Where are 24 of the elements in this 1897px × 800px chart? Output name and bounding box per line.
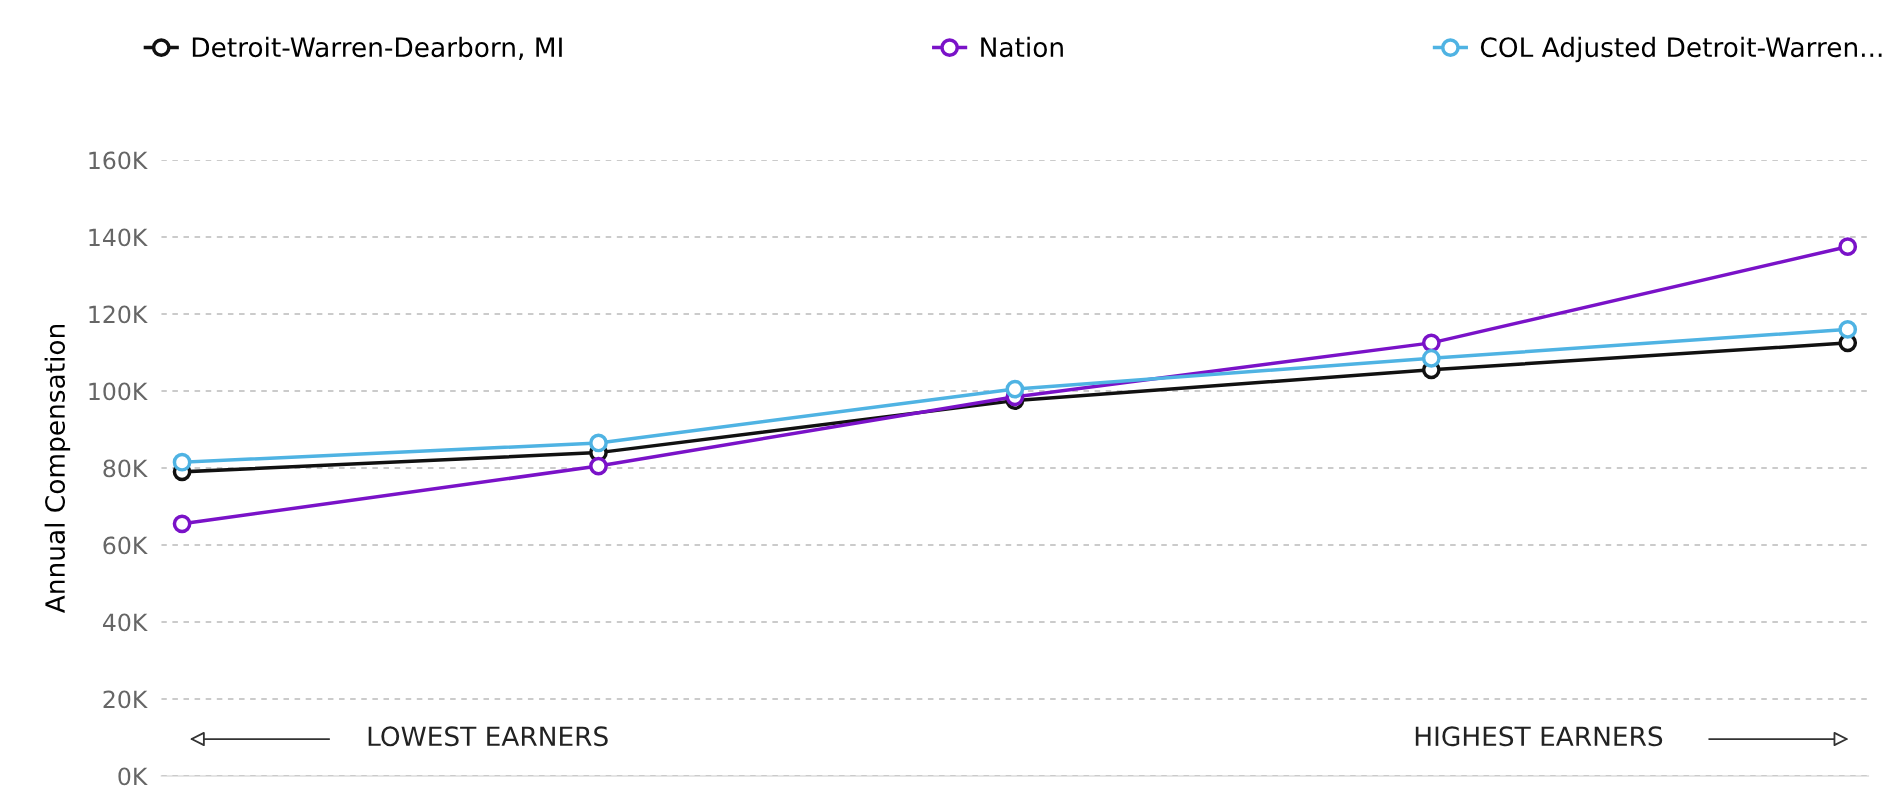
y-tick-label: 100K	[89, 382, 148, 401]
y-tick-label: 160K	[89, 151, 148, 170]
point	[172, 452, 192, 472]
legend-label: COL Adjusted Detroit-Warren...	[1480, 36, 1882, 63]
legend-label: Detroit-Warren-Dearborn, MI	[192, 36, 562, 60]
y-tick-label: 80K	[103, 459, 148, 478]
point	[1005, 379, 1025, 399]
y-tick-label: 40K	[102, 613, 148, 632]
y-axis-title: Annual Compensation	[44, 324, 71, 614]
y-tick-label: 20K	[103, 690, 148, 709]
point	[589, 456, 608, 476]
annotation: HIGHEST EARNERS	[1415, 726, 1663, 747]
point	[589, 433, 608, 453]
y-tick-label: 0K	[118, 767, 148, 786]
point	[172, 514, 192, 534]
annotation: LOWEST EARNERS	[368, 726, 608, 747]
point	[1838, 320, 1858, 339]
y-tick-label: 140K	[89, 228, 148, 247]
y-tick-label: 120K	[89, 305, 148, 324]
point	[1421, 348, 1441, 368]
point	[1421, 333, 1441, 353]
y-tick-label: 60K	[103, 536, 148, 555]
legend-label: Nation	[981, 36, 1063, 58]
point	[1838, 237, 1858, 256]
